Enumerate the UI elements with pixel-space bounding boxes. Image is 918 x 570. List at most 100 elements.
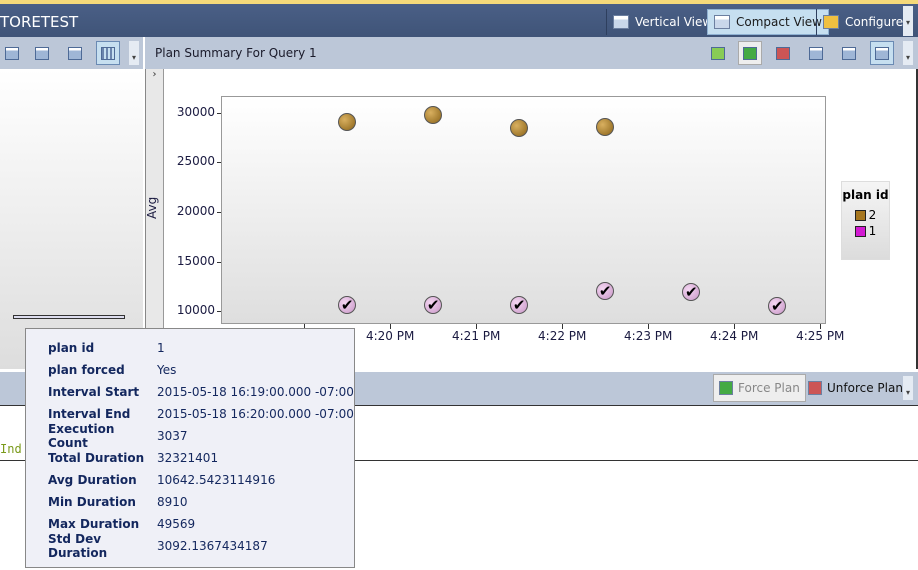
data-point-plan-1: ✔ — [510, 296, 529, 315]
vertical-view-button[interactable]: Vertical View — [606, 9, 718, 35]
x-tick-mark — [648, 324, 650, 329]
y-tick-label: 10000 — [176, 303, 215, 318]
tooltip-value: 2015-05-18 16:19:00.000 -07:00 — [157, 385, 354, 399]
unforce-plan-icon — [808, 381, 822, 395]
y-tick-mark — [217, 162, 221, 164]
tooltip-key: Total Duration — [48, 451, 145, 465]
y-tick-mark — [217, 112, 221, 114]
left-panel — [0, 69, 143, 369]
expand-gutter[interactable]: › — [146, 69, 164, 369]
compact-view-button[interactable]: Compact View — [707, 9, 829, 35]
legend-swatch — [854, 225, 866, 237]
refresh-icon[interactable] — [706, 41, 730, 65]
tooltip-key: Interval Start — [48, 385, 140, 399]
x-tick-mark — [562, 324, 564, 329]
data-point-plan-2 — [596, 117, 615, 136]
data-point-plan-1: ✔ — [338, 296, 357, 315]
x-tick-mark — [304, 324, 306, 329]
vertical-view-label: Vertical View — [635, 15, 713, 29]
tooltip-value: 32321401 — [157, 451, 219, 465]
tooltip-key: Std Dev Duration — [48, 532, 108, 560]
compare-plans-icon[interactable] — [804, 41, 828, 65]
tooltip-value: 10642.5423114916 — [157, 473, 276, 487]
tooltip-value: 49569 — [157, 517, 196, 531]
tooltip-row: Std Dev Duration 3092.1367434187 — [48, 532, 354, 560]
compact-view-label: Compact View — [736, 15, 822, 29]
tooltip: plan id 1 plan forced Yes Interval Start 2015… — [25, 328, 355, 568]
tooltip-value: 3037 — [157, 429, 188, 443]
title-bar: TORETEST Vertical View Compact View Conf… — [0, 0, 918, 37]
tooltip-value: 3092.1367434187 — [157, 539, 268, 553]
force-plan-label: Force Plan — [738, 381, 800, 395]
data-point-plan-2 — [338, 112, 357, 131]
data-point-plan-1: ✔ — [596, 282, 615, 301]
expand-icon[interactable]: › — [152, 69, 157, 80]
compact-view-icon — [714, 15, 730, 29]
x-tick-mark — [820, 324, 822, 329]
tooltip-value: 2015-05-18 16:20:00.000 -07:00 — [157, 407, 354, 421]
data-point-plan-1: ✔ — [682, 283, 701, 302]
legend-item-1: 1 — [842, 224, 889, 238]
tooltip-value: 1 — [157, 341, 165, 355]
tooltip-key: Interval End — [48, 407, 131, 421]
tooltip-key: plan forced — [48, 363, 125, 377]
data-point-plan-1: ✔ — [424, 296, 443, 315]
chart-view-icon[interactable] — [870, 41, 894, 65]
force-plan-icon[interactable] — [738, 41, 762, 65]
tooltip-row: plan id 1 — [48, 337, 354, 359]
tooltip-row: Total Duration 32321401 — [48, 447, 354, 469]
unforce-plan-button[interactable]: Unforce Plan — [803, 374, 908, 402]
y-tick-label: 25000 — [176, 154, 215, 169]
overflow-button[interactable]: ▾ — [129, 41, 139, 65]
y-tick-label: 20000 — [176, 203, 215, 218]
x-tick-label: 4:23 PM — [624, 329, 673, 343]
tooltip-key: plan id — [48, 341, 95, 355]
plan-summary-title: Plan Summary For Query 1 — [155, 46, 317, 60]
bar-chart-icon[interactable] — [96, 41, 120, 65]
tooltip-row: Avg Duration 10642.5423114916 — [48, 469, 354, 491]
table-icon[interactable] — [63, 41, 87, 65]
tooltip-row: Interval Start 2015-05-18 16:19:00.000 -0… — [48, 381, 354, 403]
tooltip-key: Execution Count — [48, 422, 115, 450]
x-tick-mark — [390, 324, 392, 329]
data-point-plan-2 — [510, 118, 529, 137]
force-plan-button[interactable]: Force Plan — [713, 374, 806, 402]
overflow-button[interactable]: ▾ — [903, 6, 913, 36]
overflow-button[interactable]: ▾ — [903, 376, 913, 400]
query-icon[interactable] — [0, 41, 24, 65]
force-plan-icon — [719, 381, 733, 395]
x-tick-label: 4:22 PM — [538, 329, 587, 343]
x-tick-mark — [476, 324, 478, 329]
y-tick-label: 15000 — [176, 253, 215, 268]
overflow-button[interactable]: ▾ — [903, 41, 913, 65]
divider — [0, 460, 918, 461]
x-tick-label: 4:20 PM — [365, 329, 415, 343]
y-tick-label: 30000 — [176, 104, 215, 119]
configure-button[interactable]: Configure — [816, 9, 909, 35]
tooltip-key: Max Duration — [48, 517, 140, 531]
tooltip-row: Min Duration 8910 — [48, 491, 354, 513]
y-tick-mark — [217, 311, 221, 313]
unforce-plan-label: Unforce Plan — [827, 381, 903, 395]
tooltip-row: Execution Count 3037 — [48, 422, 354, 450]
legend: plan id 2 1 — [841, 181, 890, 260]
data-point-plan-1: ✔ — [768, 297, 787, 316]
legend-title: plan id — [842, 188, 889, 202]
editor-text[interactable]: Ind — [0, 442, 22, 456]
unforce-plan-icon[interactable] — [771, 41, 795, 65]
configure-icon — [823, 15, 839, 29]
data-point-plan-2 — [424, 105, 443, 124]
grid-view-icon[interactable] — [837, 41, 861, 65]
x-tick-label: 4:25 PM — [796, 329, 845, 343]
grid-icon[interactable] — [30, 41, 54, 65]
tooltip-row: Max Duration 49569 — [48, 513, 354, 535]
y-tick-mark — [217, 261, 221, 263]
y-tick-mark — [217, 211, 221, 213]
x-tick-label: 4:24 PM — [710, 329, 759, 343]
left-toolbar: ▾ — [0, 37, 143, 69]
legend-swatch — [854, 209, 866, 221]
tooltip-row: Interval End 2015-05-18 16:20:00.000 -07:… — [48, 403, 354, 425]
scrollbar[interactable] — [13, 315, 125, 319]
configure-label: Configure — [845, 15, 904, 29]
plan-toolbar: Plan Summary For Query 1 ▾ — [145, 37, 918, 69]
